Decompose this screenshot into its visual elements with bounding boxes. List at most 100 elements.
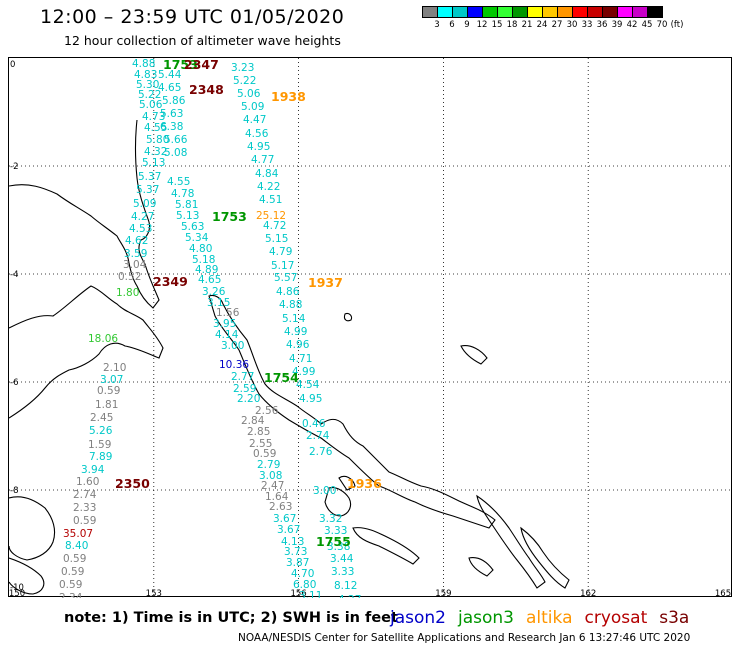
louisiade-coast — [352, 527, 420, 565]
wave-height-label: 3.87 — [286, 557, 309, 569]
wave-height-label: 4.65 — [198, 274, 221, 286]
legend-label: 24 — [536, 20, 548, 30]
legend-label: 6 — [449, 20, 455, 30]
wave-height-label: 4.99 — [284, 326, 307, 338]
lat-lon-grid — [9, 58, 733, 598]
wave-height-label: 5.63 — [181, 221, 204, 233]
legend-label: 39 — [611, 20, 623, 30]
credit-line: NOAA/NESDIS Center for Satellite Applica… — [238, 632, 691, 644]
wave-height-label: 3.11 — [299, 590, 322, 598]
wave-height-label: 5.37 — [138, 171, 161, 183]
color-legend: 3 6 9 12 15 18 21 24 27 30 33 36 39 42 45 70 (ft) — [422, 6, 740, 32]
wave-height-label: 0.59 — [73, 515, 96, 527]
wave-height-label: 4.27 — [338, 594, 361, 598]
x-tick-label: 156 — [290, 589, 306, 598]
wave-height-label: 2.55 — [249, 438, 272, 450]
wave-height-label: 3.94 — [81, 464, 105, 476]
legend-swatch — [617, 6, 633, 18]
y-tick-label: -2 — [10, 162, 18, 172]
wave-height-label: 5.15 — [265, 233, 288, 245]
wave-height-label: 0.52 — [118, 271, 141, 283]
wave-height-label: 6.38 — [160, 121, 183, 133]
wave-height-label: 2.74 — [306, 430, 330, 442]
wave-height-label: 1.56 — [216, 307, 240, 319]
woodlark-coast — [468, 557, 494, 577]
pass-time-label: 1935 — [371, 595, 406, 598]
wave-height-label: 5.13 — [176, 210, 199, 222]
pass-time-label: 1936 — [347, 476, 382, 491]
legend-unit: (ft) — [670, 20, 684, 30]
wave-height-label: 3.00 — [221, 340, 244, 352]
wave-height-label: 5.44 — [158, 69, 182, 81]
wave-height-label: 2.10 — [103, 362, 126, 374]
pass-time-label: 1937 — [308, 275, 343, 290]
isolated-reef-coast — [343, 312, 353, 322]
wave-height-label: 5.37 — [136, 184, 159, 196]
mission-cryosat: cryosat — [584, 608, 648, 628]
wave-height-label: 4.84 — [255, 168, 279, 180]
wave-height-label: 1.81 — [95, 399, 118, 411]
wave-height-label: 3.23 — [231, 62, 254, 74]
pass-time-label: 1753 — [212, 209, 247, 224]
wave-height-label: 5.57 — [274, 272, 297, 284]
x-tick-label: 153 — [146, 589, 162, 598]
wave-height-label: 5.80 — [146, 134, 169, 146]
wave-height-label: 5.22 — [233, 75, 256, 87]
wave-height-label: 2.34 — [59, 592, 83, 598]
wave-height-label: 5.34 — [185, 232, 209, 244]
wave-height-label: 4.72 — [263, 220, 286, 232]
wave-height-label: 3.04 — [123, 259, 147, 271]
wave-height-label: 4.56 — [245, 128, 269, 140]
legend-swatch — [422, 6, 438, 18]
wave-height-label: 2.79 — [257, 459, 280, 471]
legend-swatch — [602, 6, 618, 18]
legend-label: 36 — [596, 20, 608, 30]
d-entrecasteaux-coast — [324, 487, 352, 517]
wave-height-label: 35.07 — [63, 528, 93, 540]
wave-height-label: 4.95 — [247, 141, 270, 153]
pass-time-label: 2348 — [189, 82, 224, 97]
wave-height-label: 3.38 — [327, 541, 350, 553]
pass-time-label: 1753 — [163, 58, 198, 72]
wave-height-label: 2.77 — [231, 371, 254, 383]
wave-height-label: 5.30 — [136, 79, 159, 91]
legend-swatch — [482, 6, 498, 18]
wave-height-label: 5.06 — [139, 99, 163, 111]
legend-label: 12 — [476, 20, 488, 30]
pass-time-label: 2347 — [184, 58, 219, 72]
wave-height-label: 8.40 — [65, 540, 88, 552]
wave-height-label: 4.47 — [243, 114, 266, 126]
wave-height-label: 4.71 — [289, 353, 312, 365]
papuan-peninsula-coast — [9, 285, 164, 419]
legend-label: 42 — [626, 20, 638, 30]
wave-height-label: 4.55 — [144, 122, 167, 134]
wave-height-label: 1.59 — [88, 439, 111, 451]
legend-swatch — [512, 6, 528, 18]
wave-height-label: 4.13 — [281, 536, 304, 548]
coastlines — [9, 119, 570, 595]
wave-height-label: 0.46 — [302, 418, 326, 430]
manus-coast — [460, 345, 488, 365]
y-tick-label: -4 — [10, 270, 18, 280]
wave-height-label: 3.67 — [273, 513, 296, 525]
wave-height-label: 25.12 — [256, 210, 286, 222]
legend-label: 9 — [464, 20, 470, 30]
wave-height-label: 2.56 — [255, 405, 279, 417]
wave-height-label: 2.33 — [73, 502, 96, 514]
wave-height-label: 0.59 — [61, 566, 84, 578]
legend-swatch — [527, 6, 543, 18]
wave-height-label: 3.07 — [100, 374, 123, 386]
wave-height-label: 3.95 — [213, 318, 236, 330]
wave-height-label: 4.62 — [125, 235, 148, 247]
wave-height-label: 4.88 — [132, 58, 155, 70]
x-tick-label: 162 — [580, 589, 596, 598]
y-tick-label: -8 — [10, 486, 18, 496]
wave-height-label: 5.17 — [271, 260, 294, 272]
wave-height-label: 5.63 — [160, 108, 183, 120]
wave-height-label: 3.08 — [259, 470, 282, 482]
wave-height-label: 2.47 — [261, 480, 284, 492]
wave-height-label: 3.67 — [277, 524, 300, 536]
wave-height-label: 5.86 — [162, 95, 186, 107]
wave-height-label: 2.45 — [90, 412, 113, 424]
